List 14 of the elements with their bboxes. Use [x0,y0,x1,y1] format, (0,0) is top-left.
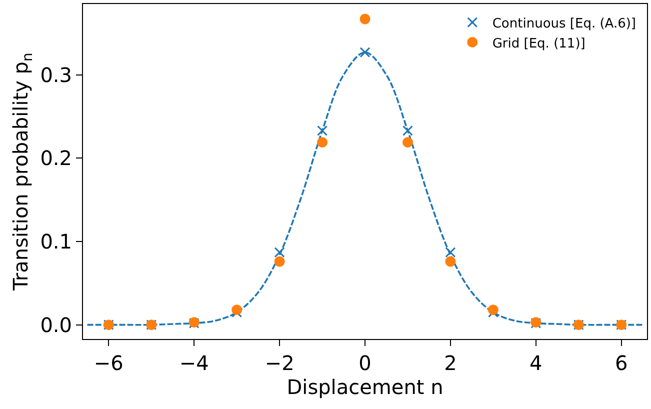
x-tick-label: −2 [264,351,294,375]
x-tick-label: 2 [444,351,457,375]
y-tick-label: 0.2 [40,146,72,170]
y-tick-label: 0.0 [40,312,72,337]
legend-label: Continuous [Eq. (A.6)] [492,16,636,32]
x-tick-label: 6 [614,351,628,375]
x-tick-label: 4 [530,351,542,375]
x-tick-label: −4 [179,351,209,375]
x-axis-title: Displacement n [286,375,444,399]
y-tick-label: 0.1 [40,230,72,254]
x-tick-label: −6 [94,351,124,375]
y-tick-label: 0.3 [40,62,72,87]
legend-label: Grid [Eq. (11)] [492,36,586,52]
x-tick-label: 0 [358,351,372,375]
